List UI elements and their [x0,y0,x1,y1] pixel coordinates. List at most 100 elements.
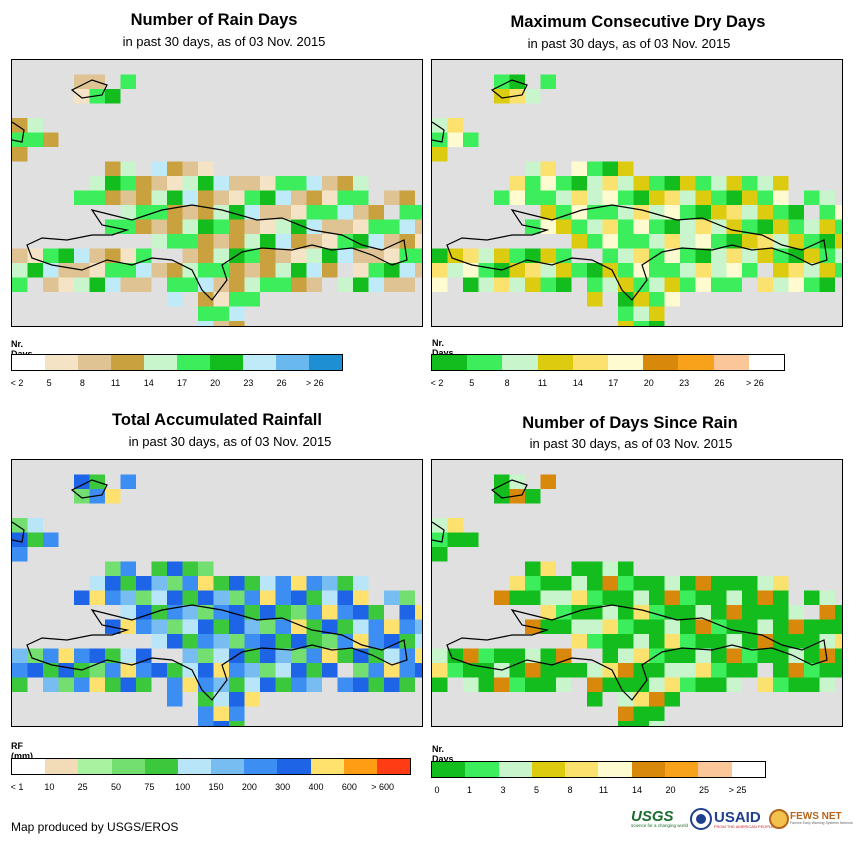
grid-cell [353,205,369,220]
grid-cell [633,576,649,591]
grid-cell [618,321,634,326]
grid-cell [680,634,696,649]
grid-cell [509,248,525,263]
grid-cell [633,692,649,707]
grid-cell [649,321,665,326]
grid-cell [556,619,572,634]
grid-cell [244,219,260,234]
grid-cell [368,234,384,249]
grid-cell [757,677,773,692]
grid-cell [213,721,229,726]
grid-cell [260,605,276,620]
grid-cell [757,234,773,249]
grid-cell [244,205,260,220]
grid-cell [587,161,603,176]
grid-cell [494,277,510,292]
grid-cell [633,176,649,191]
grid-cell [260,176,276,191]
grid-cell [368,277,384,292]
grid-cell [680,277,696,292]
grid-cell [680,576,696,591]
grid-cell [695,176,711,191]
grid-cell [136,219,152,234]
grid-cell [804,277,820,292]
grid-cell [680,677,696,692]
grid-cell [291,205,307,220]
legend-swatch [713,355,749,370]
grid-cell [198,692,214,707]
grid-cell [120,176,136,191]
fewsnet-logo: FEWS NET Famine Early Warning Systems Ne… [769,806,853,832]
grid-cell [788,263,804,278]
grid-cell [447,518,463,533]
grid-cell [167,234,183,249]
grid-cell [105,263,121,278]
grid-cell [384,663,400,678]
grid-cell [540,161,556,176]
grid-cell [229,306,245,321]
grid-cell [151,605,167,620]
grid-cell [244,619,260,634]
grid-cell [167,634,183,649]
island-outline [26,604,408,701]
credit-text: Map produced by USGS/EROS [11,820,179,834]
legend-swatch [665,762,699,777]
grid-cell [415,648,422,663]
grid-cell [244,234,260,249]
grid-cell [540,277,556,292]
grid-cell [337,605,353,620]
grid-cell [649,663,665,678]
grid-cell [726,648,742,663]
grid-cell [291,605,307,620]
legend-colorbar [11,758,411,775]
grid-cell [649,306,665,321]
grid-cell [680,190,696,205]
grid-cell [602,677,618,692]
grid-cell [633,263,649,278]
grid-cell [602,176,618,191]
grid-cell [726,605,742,620]
grid-cell [633,190,649,205]
island-outline [490,479,528,499]
grid-cell [587,219,603,234]
grid-cell [229,619,245,634]
grid-cell [726,205,742,220]
grid-cell [322,176,338,191]
grid-cell [384,677,400,692]
grid-cell [182,619,198,634]
grid-cell [275,590,291,605]
grid-cell [322,590,338,605]
grid-cell [664,648,680,663]
grid-cell [618,234,634,249]
grid-cell [618,190,634,205]
grid-cell [337,590,353,605]
grid-cell [649,619,665,634]
grid-cell [89,576,105,591]
grid-cell [633,205,649,220]
grid-cell [633,277,649,292]
grid-cell [136,277,152,292]
grid-cell [213,692,229,707]
grid-cell [58,277,74,292]
grid-cell [244,292,260,307]
grid-cell [43,532,59,547]
grid-cell [804,248,820,263]
grid-cell [773,590,789,605]
grid-cell [58,677,74,692]
grid-cell [105,190,121,205]
grid-cell [494,489,510,504]
grid-cell [198,663,214,678]
grid-cell [478,677,494,692]
panel-title: Number of Days Since Rain [522,414,738,432]
map-dry-days [431,59,843,327]
grid-cell [275,190,291,205]
grid-cell [432,518,448,533]
grid-cell [182,176,198,191]
legend-label: < 1 [10,782,24,792]
grid-cell [198,619,214,634]
grid-cell [804,648,820,663]
grid-cell [275,234,291,249]
grid-cell [556,605,572,620]
grid-cell [447,263,463,278]
grid-cell [649,677,665,692]
